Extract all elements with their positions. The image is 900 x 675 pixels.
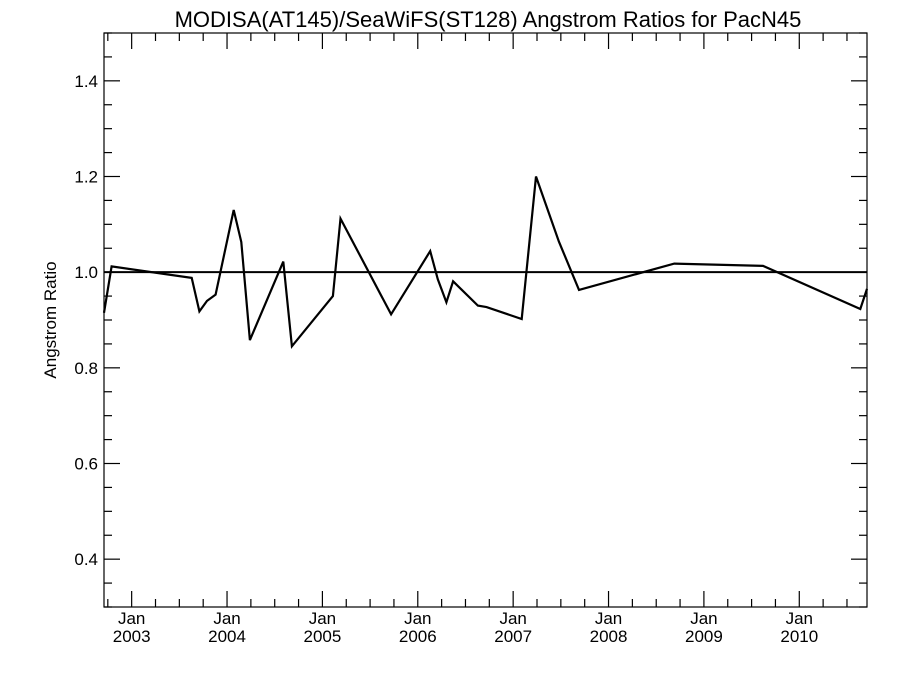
- x-tick-label-month: Jan: [499, 609, 526, 628]
- x-tick-label-month: Jan: [404, 609, 431, 628]
- y-tick-label: 0.6: [74, 455, 98, 474]
- y-axis-label: Angstrom Ratio: [41, 261, 60, 378]
- x-tick-label-month: Jan: [786, 609, 813, 628]
- x-tick-label-year: 2003: [113, 627, 151, 646]
- y-axis: 0.4 0.6 0.8 1.0 1.2 1.4: [74, 32, 867, 608]
- chart-title: MODISA(AT145)/SeaWiFS(ST128) Angstrom Ra…: [175, 7, 802, 32]
- plot-frame: [103, 32, 868, 608]
- x-tick-label-year: 2010: [780, 627, 818, 646]
- x-tick-label-month: Jan: [690, 609, 717, 628]
- x-tick-label-year: 2008: [590, 627, 628, 646]
- x-tick-label-year: 2004: [208, 627, 246, 646]
- angstrom-ratio-series-line: [102, 176, 869, 350]
- x-tick-label-month: Jan: [118, 609, 145, 628]
- x-tick-label-year: 2009: [685, 627, 723, 646]
- y-tick-label: 1.2: [74, 168, 98, 187]
- y-tick-label: 0.8: [74, 359, 98, 378]
- y-tick-label: 1.0: [74, 263, 98, 282]
- x-tick-label-month: Jan: [595, 609, 622, 628]
- y-tick-label: 1.4: [74, 72, 98, 91]
- y-tick-label: 0.4: [74, 550, 98, 569]
- x-tick-label-year: 2007: [494, 627, 532, 646]
- x-tick-label-month: Jan: [213, 609, 240, 628]
- x-tick-label-year: 2005: [303, 627, 341, 646]
- x-tick-label-year: 2006: [399, 627, 437, 646]
- x-tick-label-month: Jan: [309, 609, 336, 628]
- x-axis: Jan2003Jan2004Jan2005Jan2006Jan2007Jan20…: [107, 33, 848, 646]
